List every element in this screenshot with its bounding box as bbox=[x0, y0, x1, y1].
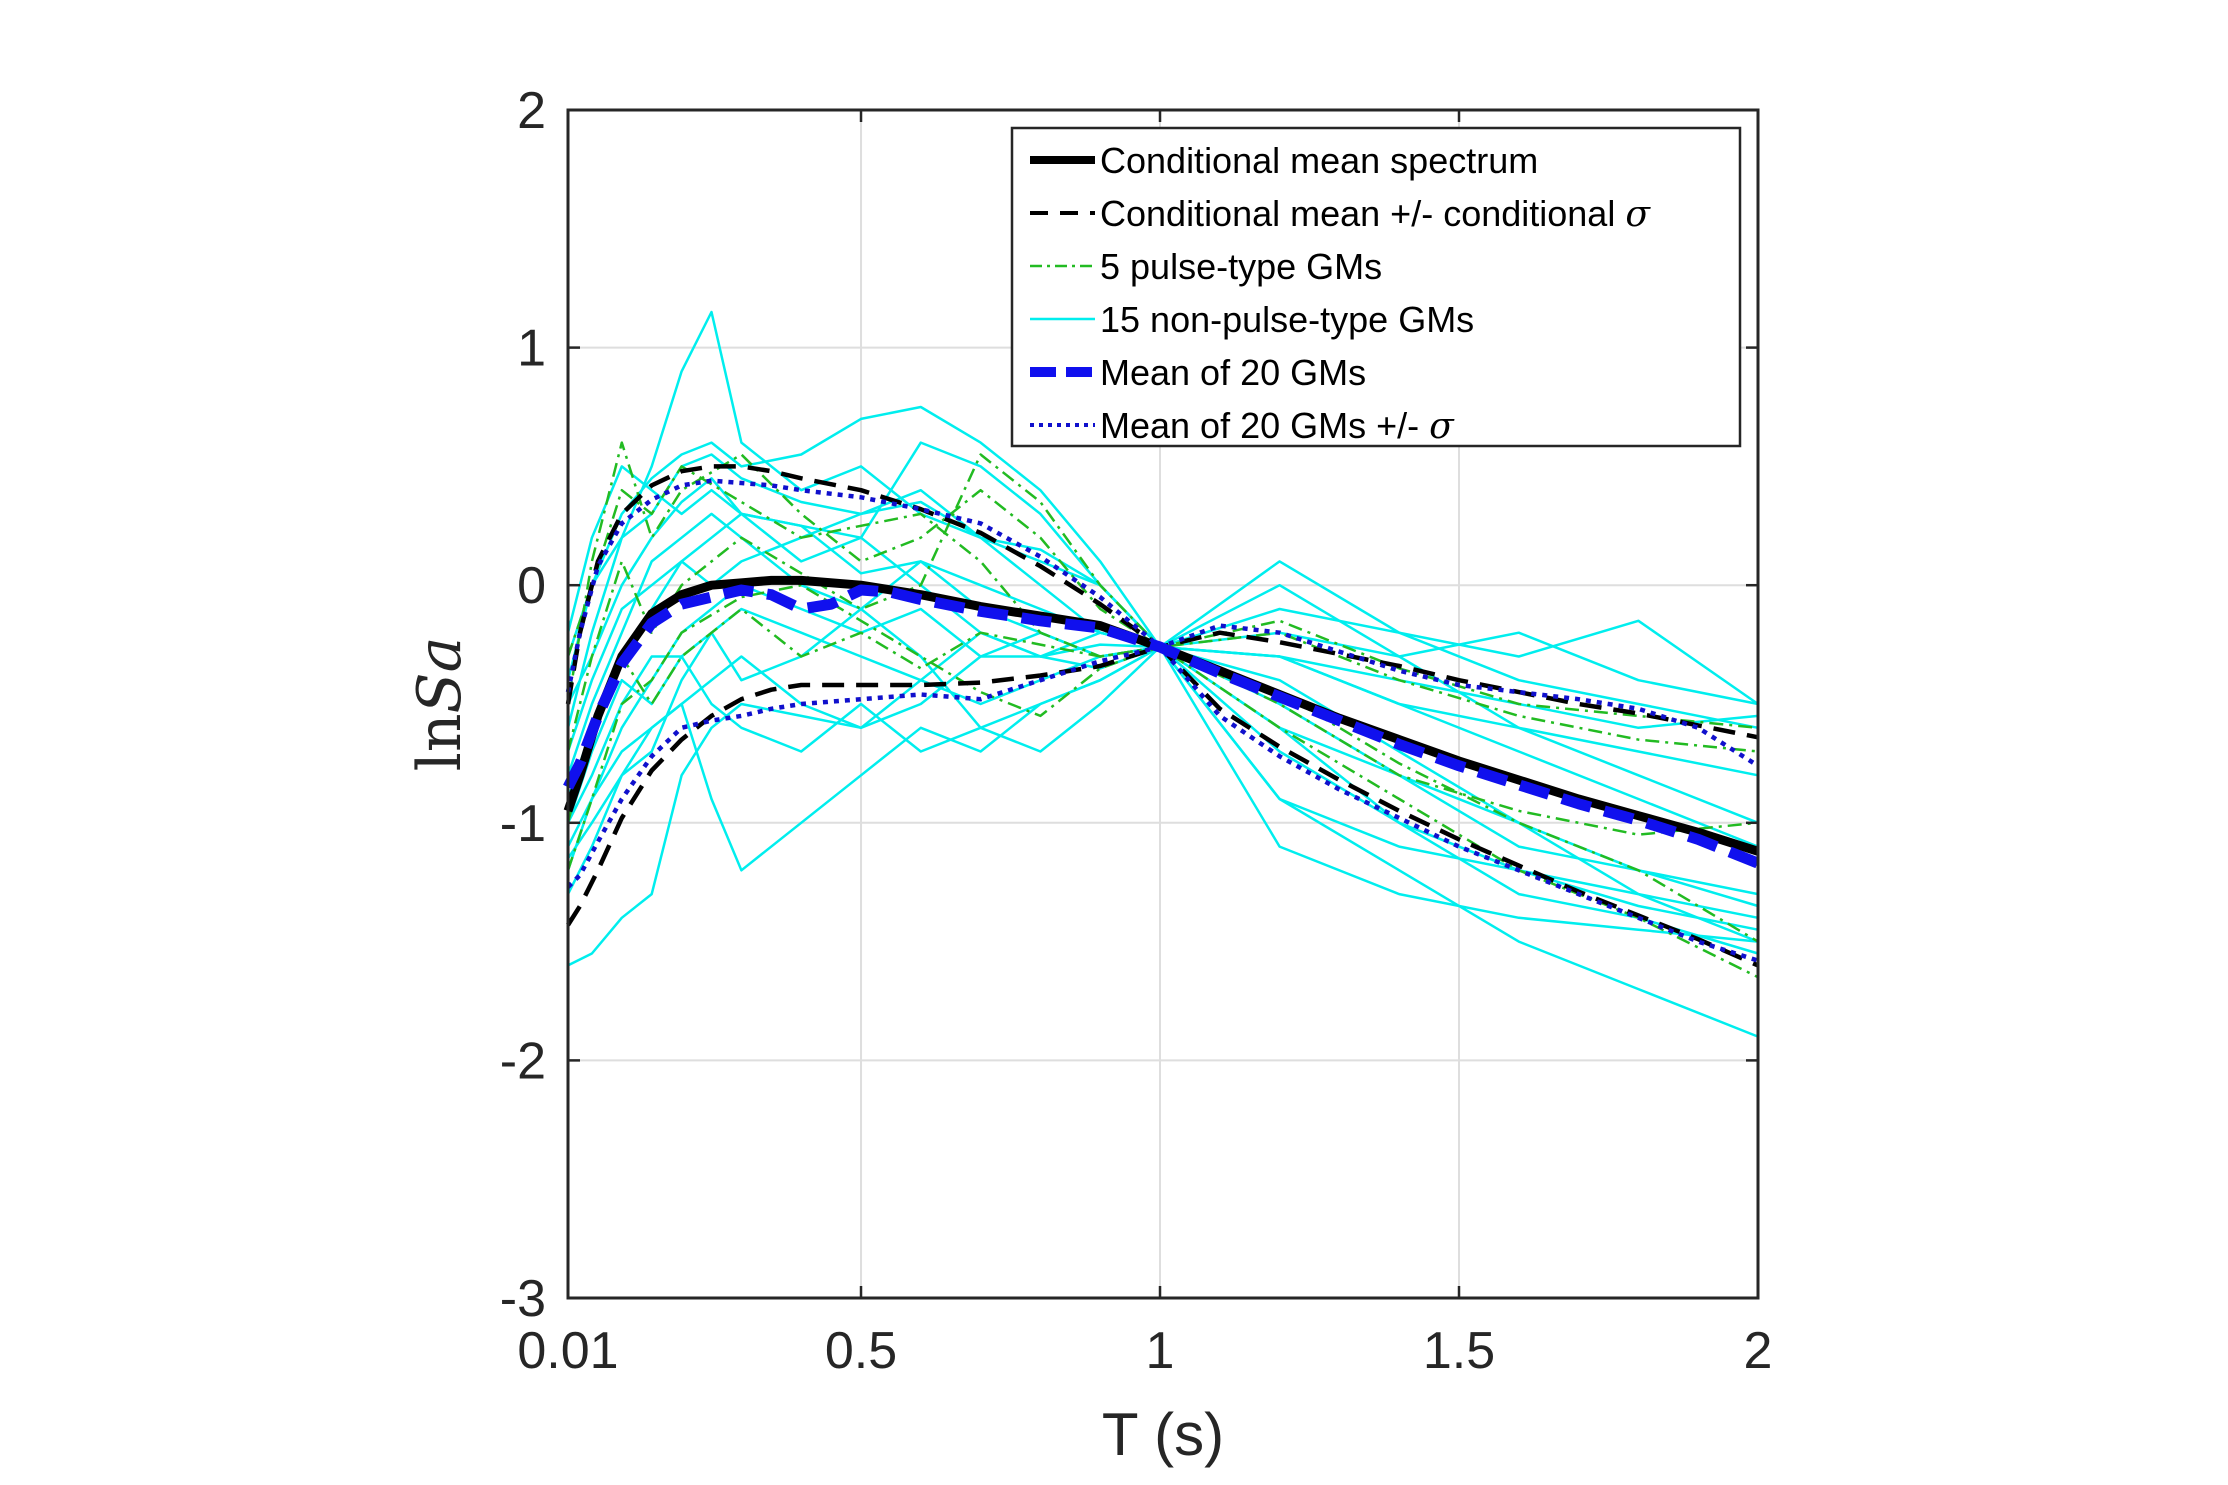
y-tick-label: 2 bbox=[517, 82, 546, 140]
series-line-conditional-mean-conditional bbox=[566, 644, 1759, 968]
series-line-non-pulse-type-gm-5 bbox=[566, 441, 1759, 730]
series-line-mean-of-20-gms bbox=[563, 584, 1761, 869]
series-line-non-pulse-type-gm-10 bbox=[566, 500, 1759, 752]
series-line-mean-of-20-gms bbox=[566, 644, 1759, 963]
series-line-pulse-type-gm-5 bbox=[566, 583, 1759, 871]
series-line-non-pulse-type-gm-7 bbox=[566, 607, 1759, 943]
series-line-pulse-type-gm-4 bbox=[566, 465, 1759, 730]
y-axis-ticks: -3 -2 -1 0 1 2 bbox=[500, 82, 1758, 1328]
x-tick-label: 1 bbox=[1146, 1322, 1175, 1380]
y-axis-label: lnSa bbox=[405, 637, 475, 772]
legend-box bbox=[1010, 126, 1742, 448]
series-line-pulse-type-gm-3 bbox=[566, 607, 1759, 979]
legend-entry-label: 5 pulse-type GMs bbox=[1100, 246, 1382, 287]
x-axis-label: T (s) bbox=[1102, 1401, 1224, 1468]
x-tick-label: 2 bbox=[1744, 1322, 1773, 1380]
legend-entry-label: Mean of 20 GMs +/- σ bbox=[1100, 405, 1455, 447]
y-tick-label: 1 bbox=[517, 320, 546, 378]
series-line-mean-of-20-gms bbox=[565, 478, 1760, 768]
y-tick-label: -3 bbox=[500, 1270, 546, 1328]
x-tick-label: 0.5 bbox=[825, 1322, 897, 1380]
x-axis-ticks: 0.01 0.5 1 1.5 2 bbox=[517, 110, 1772, 1380]
series-line-non-pulse-type-gm-11 bbox=[566, 607, 1759, 943]
y-tick-label: -1 bbox=[500, 795, 546, 853]
axes-box bbox=[566, 108, 1760, 1300]
series-line-conditional-mean-spectrum bbox=[563, 575, 1760, 856]
series-line-non-pulse-type-gm-12 bbox=[566, 512, 1759, 848]
x-tick-label: 0.01 bbox=[517, 1322, 618, 1380]
y-tick-label: -2 bbox=[500, 1032, 546, 1090]
y-tick-label: 0 bbox=[517, 557, 546, 615]
series-line-conditional-mean-conditional bbox=[565, 464, 1759, 740]
series-line-pulse-type-gm-1 bbox=[566, 441, 1759, 753]
x-tick-label: 1.5 bbox=[1423, 1322, 1495, 1380]
legend: Conditional mean spectrum Conditional mea… bbox=[1010, 126, 1742, 448]
legend-entry-label: Conditional mean +/- conditional σ bbox=[1100, 193, 1651, 235]
legend-entry-label: Mean of 20 GMs bbox=[1100, 352, 1366, 393]
legend-entry-label: 15 non-pulse-type GMs bbox=[1100, 299, 1474, 340]
series-layer bbox=[563, 310, 1761, 1038]
legend-entry-label: Conditional mean spectrum bbox=[1100, 140, 1538, 181]
